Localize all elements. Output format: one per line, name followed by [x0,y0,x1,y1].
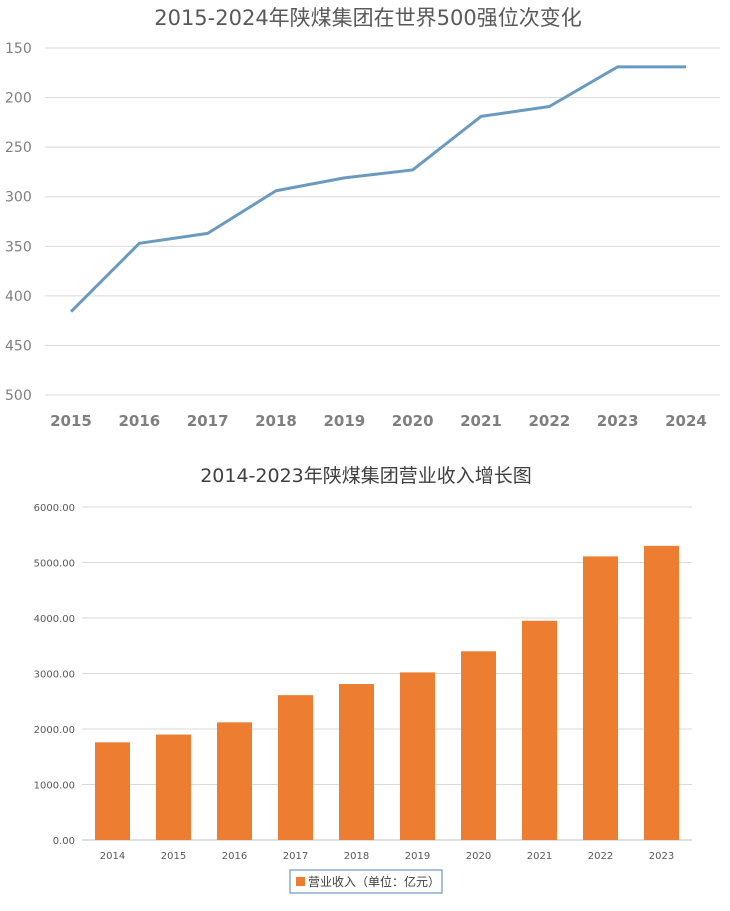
y-tick-label: 4000.00 [34,614,75,625]
x-tick-label: 2023 [649,851,674,862]
y-tick-label: 0.00 [53,836,75,847]
x-tick-label: 2019 [323,412,365,430]
y-tick-label: 300 [5,190,32,206]
legend-box [289,869,443,894]
x-tick-label: 2020 [392,412,434,430]
gridlines [45,47,720,396]
x-tick-label: 2019 [405,851,430,862]
chart-title: 2015-2024年陕煤集团在世界500强位次变化 [154,6,582,30]
y-tick-label: 150 [5,41,32,57]
x-tick-label: 2015 [161,851,186,862]
y-tick-label: 6000.00 [34,503,75,514]
y-tick-label: 450 [5,338,32,354]
y-axis-tick-labels: 0.00 1000.00 2000.00 3000.00 4000.00 5000.00 6… [34,503,75,847]
bars-group [95,545,679,840]
x-tick-label: 2015 [50,412,92,430]
legend: 营业收入（单位：亿元） [289,869,443,894]
y-tick-label: 350 [5,239,32,255]
x-tick-label: 2016 [222,851,247,862]
bar-2016 [217,722,252,840]
chart-title: 2014-2023年陕煤集团营业收入增长图 [200,465,532,487]
bar-2014 [95,742,130,840]
x-tick-label: 2018 [255,412,297,430]
y-tick-label: 400 [5,289,32,305]
y-tick-label: 5000.00 [34,559,75,570]
x-tick-label: 2020 [466,851,491,862]
y-axis-tick-labels: 150 200 250 300 350 400 450 500 [5,41,32,404]
y-tick-label: 3000.00 [34,670,75,681]
bar-2015 [156,734,191,840]
legend-swatch [296,877,305,886]
x-tick-label: 2024 [665,412,707,430]
bar-2019 [400,672,435,840]
series-group [69,65,686,313]
y-tick-label: 250 [5,140,32,156]
x-axis-tick-labels: 2015 2016 2017 2018 2019 2020 2021 2022 2023 2024 [50,412,707,430]
series-line [69,65,686,313]
bar-2023 [644,545,679,840]
x-tick-label: 2014 [100,851,125,862]
x-tick-label: 2017 [187,412,229,430]
rank-line-chart: 2015-2024年陕煤集团在世界500强位次变化 150 200 250 300 35… [5,6,720,430]
x-tick-label: 2016 [118,412,160,430]
x-tick-label: 2017 [283,851,308,862]
bar-2022 [583,556,618,840]
x-tick-label: 2021 [460,412,502,430]
x-tick-label: 2022 [588,851,613,862]
y-tick-label: 200 [5,91,32,107]
y-tick-label: 2000.00 [34,725,75,736]
x-axis-tick-labels: 2014 2015 2016 2017 2018 2019 2020 2021 2022 2023 [100,851,674,862]
bar-2018 [339,684,374,840]
x-tick-label: 2018 [344,851,369,862]
x-tick-label: 2021 [527,851,552,862]
x-tick-label: 2022 [528,412,570,430]
y-tick-label: 1000.00 [34,781,75,792]
revenue-bar-chart: 2014-2023年陕煤集团营业收入增长图 0.00 1000.00 2000.00… [34,465,692,894]
x-tick-label: 2023 [597,412,639,430]
bar-2020 [461,651,496,840]
bar-2021 [522,620,557,840]
bar-2017 [278,695,313,840]
legend-label: 营业收入（单位：亿元） [308,874,440,889]
y-tick-label: 500 [5,388,32,404]
